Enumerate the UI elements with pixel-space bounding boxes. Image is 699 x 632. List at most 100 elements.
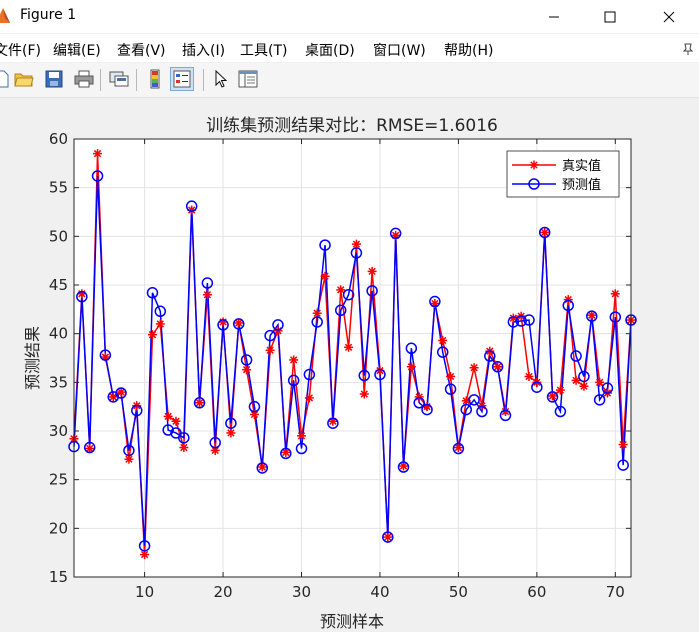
print-button[interactable] — [72, 67, 96, 91]
data-point-actual — [414, 392, 424, 402]
data-point-actual — [336, 285, 346, 295]
legend[interactable]: 真实值 预测值 — [506, 150, 620, 198]
link-plot-icon — [109, 71, 129, 87]
new-figure-button[interactable] — [0, 67, 14, 91]
marker-stroke — [541, 228, 549, 237]
marker-stroke — [337, 286, 345, 294]
property-inspector-button[interactable] — [236, 67, 260, 91]
menu-insert[interactable]: 插入(I) — [182, 43, 226, 59]
data-point-predicted — [546, 391, 559, 403]
data-point-actual — [312, 308, 322, 318]
marker-stroke — [384, 533, 392, 541]
data-point-predicted — [76, 290, 88, 303]
marker-stroke — [282, 448, 290, 457]
data-point-actual — [493, 362, 503, 372]
marker-stroke — [289, 356, 298, 364]
data-point-predicted — [366, 285, 378, 297]
axis-ticks: 15 20 25 30 35 40 45 50 55 60 10 20 30 40 50 60 70 — [49, 130, 631, 601]
close-button[interactable] — [646, 0, 692, 33]
data-point-predicted — [272, 319, 284, 331]
legend-label-predicted: 预测值 — [562, 177, 601, 193]
data-point-predicted — [609, 311, 622, 323]
marker-stroke — [360, 390, 368, 398]
marker-stroke — [611, 290, 619, 298]
y-tick-label: 55 — [49, 179, 68, 197]
marker-stroke — [556, 386, 565, 394]
marker-stroke — [117, 388, 125, 396]
legend-marker-predicted — [528, 178, 540, 190]
close-icon — [663, 11, 675, 22]
save-button[interactable] — [42, 67, 66, 91]
data-point-predicted — [138, 540, 151, 552]
data-point-actual — [155, 319, 165, 329]
data-point-predicted — [382, 531, 394, 543]
y-tick-label: 15 — [49, 568, 68, 586]
data-point-actual — [265, 345, 275, 355]
data-point-actual — [281, 447, 291, 457]
new-figure-icon — [0, 70, 9, 88]
menu-edit[interactable]: 编辑(E) — [53, 43, 101, 59]
menu-help[interactable]: 帮助(H) — [444, 43, 494, 59]
grid-lines — [74, 138, 631, 578]
data-point-predicted — [146, 287, 159, 299]
data-point-actual — [351, 239, 361, 249]
data-point-predicted — [342, 288, 355, 301]
y-tick-label: 25 — [49, 471, 68, 489]
data-point-predicted — [334, 304, 347, 317]
y-tick-label: 60 — [49, 130, 68, 148]
matlab-logo-icon — [0, 8, 10, 23]
insert-legend-icon — [173, 70, 191, 88]
y-tick-label: 20 — [49, 519, 68, 537]
marker-stroke — [93, 149, 102, 158]
figure-canvas: 15 20 25 30 35 40 45 50 55 60 10 20 30 40 50 60 70 训练集预测… — [23, 116, 637, 631]
y-tick-label: 45 — [49, 276, 68, 294]
link-plot-button[interactable] — [107, 67, 131, 91]
data-point-predicted — [201, 277, 214, 289]
data-point-predicted — [131, 404, 143, 417]
marker-stroke — [187, 206, 196, 214]
menu-bar: 文件(F) 编辑(E) 查看(V) 插入(I) 工具(T) 桌面(D) 窗口(W… — [0, 34, 699, 62]
menu-view[interactable]: 查看(V) — [117, 43, 166, 59]
window-title: Figure 1 — [20, 7, 77, 23]
data-point-predicted — [570, 350, 582, 362]
marker-stroke — [595, 378, 604, 387]
data-point-predicted — [280, 447, 292, 460]
data-point-predicted — [507, 316, 520, 328]
x-tick-label: 70 — [606, 583, 625, 601]
data-point-predicted — [99, 349, 112, 361]
toolbar-separator — [100, 69, 101, 91]
toolbar-separator — [136, 69, 137, 91]
dock-pin-icon[interactable] — [681, 42, 695, 56]
data-point-actual — [195, 398, 205, 408]
y-tick-label: 40 — [49, 325, 68, 343]
data-point-predicted — [240, 354, 253, 366]
marker-stroke — [446, 372, 455, 381]
pointer-button[interactable] — [209, 67, 233, 91]
marker-stroke — [250, 410, 259, 419]
maximize-button[interactable] — [587, 0, 633, 33]
maximize-icon — [604, 11, 616, 22]
data-point-predicted — [358, 369, 371, 382]
data-point-actual — [563, 295, 573, 305]
minimize-button[interactable] — [531, 0, 577, 33]
menu-window[interactable]: 窗口(W) — [373, 43, 426, 59]
data-point-predicted — [256, 462, 269, 474]
data-point-predicted — [350, 247, 363, 259]
menu-tools[interactable]: 工具(T) — [240, 43, 288, 59]
menu-desktop[interactable]: 桌面(D) — [305, 43, 355, 59]
y-axis-label: 预测结果 — [23, 326, 42, 390]
data-point-actual — [140, 550, 150, 560]
data-point-actual — [469, 363, 479, 373]
toolbar-separator — [203, 69, 204, 91]
open-file-button[interactable] — [12, 67, 36, 91]
insert-colorbar-button[interactable] — [143, 67, 167, 91]
pointer-icon — [215, 70, 228, 88]
insert-legend-button[interactable] — [170, 67, 194, 91]
data-point-predicted — [232, 318, 245, 330]
marker-stroke — [305, 394, 314, 402]
menu-file[interactable]: 文件(F) — [0, 43, 41, 59]
data-point-predicted — [586, 310, 598, 322]
data-point-actual — [226, 428, 236, 438]
data-point-predicted — [499, 409, 512, 422]
data-point-predicted — [523, 314, 535, 326]
